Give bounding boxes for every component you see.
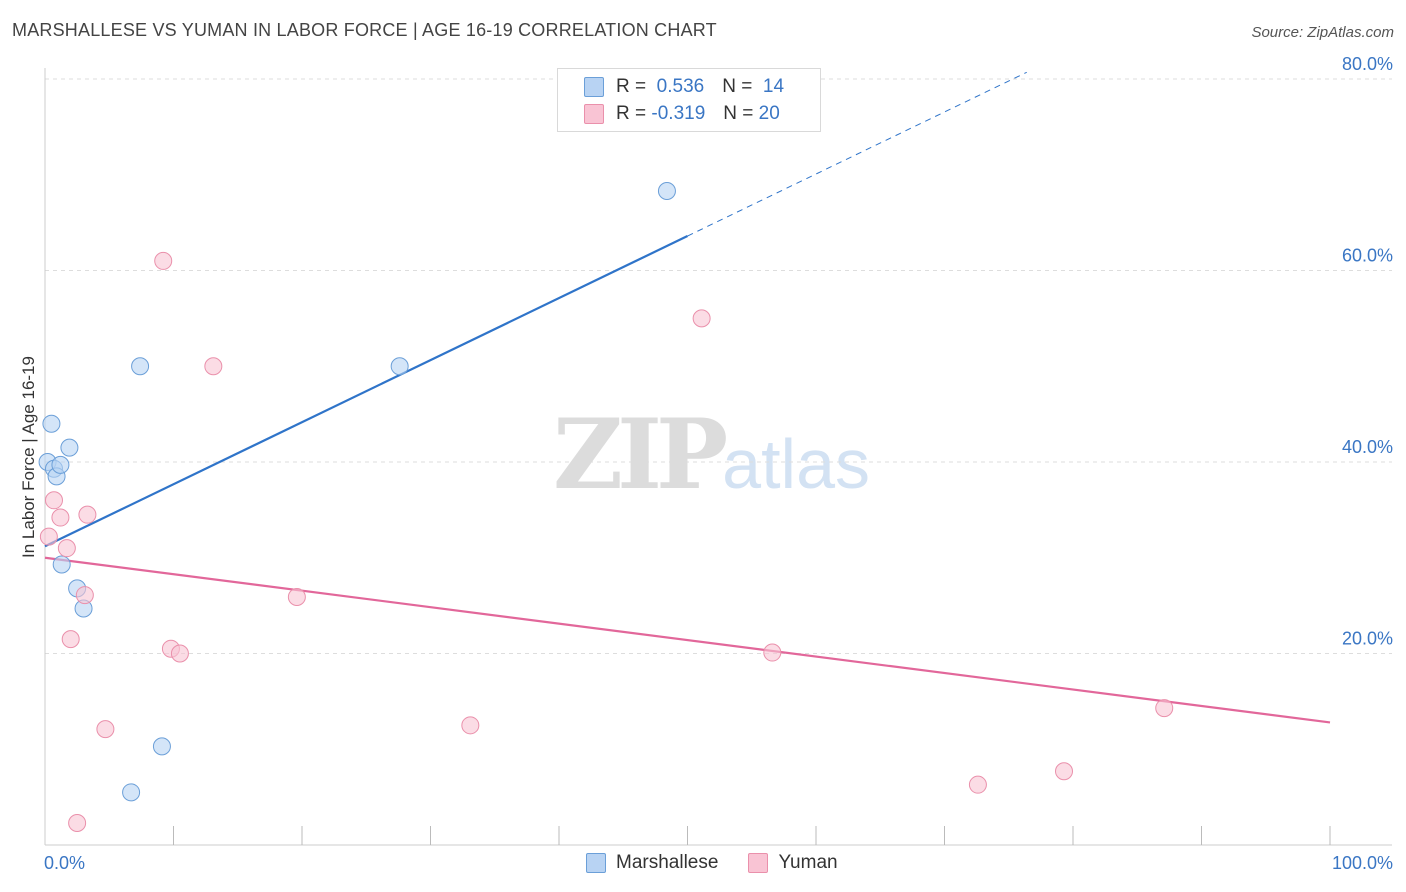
legend-n-label: N = bbox=[722, 76, 753, 97]
x-tick-label-max: 100.0% bbox=[1332, 853, 1393, 873]
yuman-point bbox=[204, 357, 223, 376]
yuman-point bbox=[692, 309, 711, 328]
yuman-point bbox=[154, 251, 173, 270]
legend-row-marshallese: R = 0.536 N = 14 bbox=[584, 75, 784, 99]
legend-label-marshallese: Marshallese bbox=[616, 852, 719, 873]
yuman-point bbox=[763, 643, 782, 662]
yuman-point bbox=[287, 588, 306, 607]
marshallese-point bbox=[42, 414, 61, 433]
yuman-point bbox=[968, 775, 987, 794]
marshallese-point bbox=[390, 357, 409, 376]
marshallese-point bbox=[152, 737, 171, 756]
y-axis-label: In Labor Force | Age 16-19 bbox=[19, 356, 38, 558]
data-points bbox=[38, 182, 1174, 832]
stats-legend: R = 0.536 N = 14 R = -0.319 N = 20 bbox=[557, 68, 821, 132]
yuman-trend-line bbox=[44, 556, 1331, 724]
yuman-point bbox=[44, 491, 63, 510]
marshallese-point bbox=[131, 357, 150, 376]
yuman-swatch bbox=[584, 104, 604, 124]
marshallese-point bbox=[122, 783, 141, 802]
yuman-point bbox=[1155, 699, 1174, 718]
legend-row-yuman: R = -0.319 N = 20 bbox=[584, 102, 780, 126]
yuman-point bbox=[461, 716, 480, 735]
x-tick-label-min: 0.0% bbox=[44, 853, 85, 873]
grid-lines bbox=[45, 78, 1392, 654]
legend-n-label: N = bbox=[723, 103, 754, 124]
yuman-point bbox=[51, 508, 70, 527]
yuman-point bbox=[61, 630, 80, 649]
marshallese-point bbox=[52, 555, 71, 574]
yuman-point bbox=[96, 720, 115, 739]
legend-n-value: 14 bbox=[762, 76, 785, 97]
y-tick-label: 80.0% bbox=[1342, 54, 1393, 74]
legend-item-yuman[interactable]: Yuman bbox=[748, 852, 838, 874]
y-tick-label: 40.0% bbox=[1342, 437, 1393, 457]
marshallese-trend-extension bbox=[687, 71, 1027, 237]
legend-label-yuman: Yuman bbox=[778, 852, 838, 873]
legend-r-value: 0.536 bbox=[656, 76, 705, 97]
watermark-zip: ZIP bbox=[553, 398, 728, 511]
marshallese-swatch bbox=[584, 77, 604, 97]
marshallese-trend-line bbox=[44, 235, 688, 548]
yuman-legend-swatch bbox=[748, 853, 769, 873]
legend-r-label: R = bbox=[616, 103, 647, 124]
y-tick-label: 20.0% bbox=[1342, 629, 1393, 649]
yuman-point bbox=[1055, 762, 1074, 781]
series-legend: Marshallese Yuman bbox=[586, 852, 868, 874]
yuman-point bbox=[57, 539, 76, 558]
yuman-point bbox=[39, 527, 58, 546]
marshallese-point bbox=[51, 455, 70, 474]
marshallese-point bbox=[657, 182, 676, 201]
axis-labels: 20.0% 40.0% 60.0% 80.0% 0.0% 100.0% In Labor F… bbox=[19, 54, 1393, 873]
zipatlas-watermark: ZIPatlas bbox=[553, 398, 870, 511]
axes bbox=[44, 68, 1392, 846]
legend-r-label: R = bbox=[616, 76, 647, 97]
yuman-point bbox=[78, 505, 97, 524]
legend-item-marshallese[interactable]: Marshallese bbox=[586, 852, 718, 874]
y-tick-label: 60.0% bbox=[1342, 246, 1393, 266]
legend-r-value: -0.319 bbox=[651, 103, 706, 124]
legend-n-value: 20 bbox=[758, 103, 780, 124]
chart-title: MARSHALLESE VS YUMAN IN LABOR FORCE | AG… bbox=[12, 20, 717, 40]
watermark-atlas: atlas bbox=[722, 425, 871, 503]
marshallese-legend-swatch bbox=[586, 853, 606, 873]
yuman-point bbox=[75, 586, 94, 605]
yuman-point bbox=[68, 813, 87, 832]
yuman-point bbox=[170, 644, 189, 663]
trend-lines bbox=[44, 71, 1331, 724]
source-label: Source: ZipAtlas.com bbox=[1251, 24, 1394, 41]
marshallese-point bbox=[60, 438, 79, 457]
